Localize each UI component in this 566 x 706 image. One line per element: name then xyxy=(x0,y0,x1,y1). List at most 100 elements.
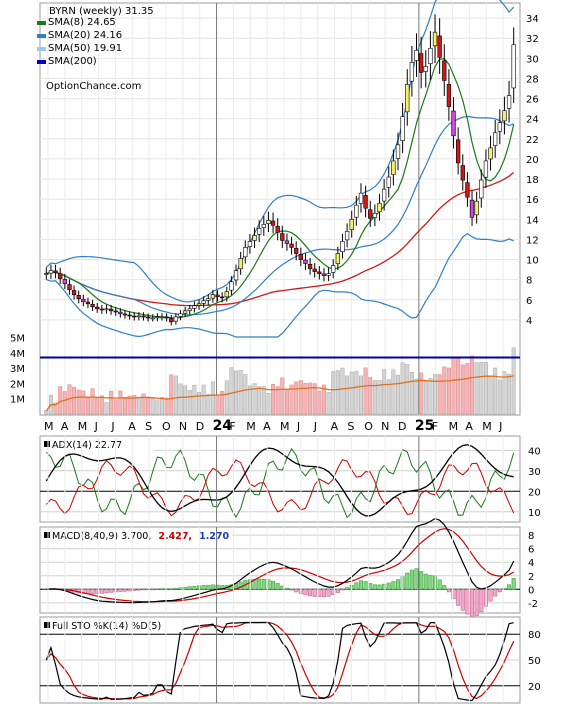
macd-histogram-bar xyxy=(423,573,428,590)
indicator-tick-label: 30 xyxy=(528,467,541,478)
candle-body xyxy=(368,209,373,219)
volume-bar xyxy=(372,380,377,415)
candle-body xyxy=(284,240,290,244)
candle-body xyxy=(400,116,405,141)
volume-bar xyxy=(345,375,350,415)
indicator-tick-label: 40 xyxy=(528,446,541,457)
candle-body xyxy=(215,294,220,298)
sma8-line xyxy=(46,58,515,319)
candle-body xyxy=(145,316,151,319)
indicator-tick-label: 8 xyxy=(528,531,534,542)
candle-body xyxy=(90,303,95,308)
x-tick-label: M xyxy=(78,420,88,433)
volume-bar xyxy=(321,384,326,415)
adx-label: ADX(14) 22.77 xyxy=(52,440,122,451)
volume-bar xyxy=(183,385,188,415)
x-axis-labels: M A M J J A S O N D 24F M A M J J A S O N D 25F M A M J xyxy=(44,418,502,434)
macd-histogram-bar xyxy=(428,575,433,590)
volume-bar xyxy=(275,386,280,415)
macd-histogram-bar xyxy=(340,589,345,591)
x-tick-label: J xyxy=(313,420,317,433)
price-tick-label: 14 xyxy=(526,215,539,226)
volume-bar xyxy=(252,383,257,415)
volume-bar xyxy=(257,386,262,415)
candle-body xyxy=(502,110,507,122)
candle-body xyxy=(358,192,364,204)
volume-tick-label: 3M xyxy=(10,364,25,375)
svg-text:SMA(50) 19.91: SMA(50) 19.91 xyxy=(48,43,122,54)
macd-histogram-bar xyxy=(358,580,363,590)
indicator-tick-label: 4 xyxy=(528,558,534,569)
volume-bar xyxy=(511,347,516,415)
volume-bar xyxy=(155,399,160,415)
legend-item: SMA(20) 24.16 xyxy=(37,30,122,41)
macd-histogram-bar xyxy=(169,588,174,590)
volume-bar xyxy=(479,362,484,415)
indicator-tick-label: 6 xyxy=(528,545,534,556)
macd-histogram-bar xyxy=(395,579,401,590)
volume-bar xyxy=(493,367,498,415)
indicator-tick-label: 20 xyxy=(528,487,541,498)
candle-body xyxy=(252,235,257,241)
candle-body xyxy=(460,165,465,181)
macd-histogram-bar xyxy=(326,589,331,597)
volume-bar xyxy=(62,391,67,415)
price-panel: 4 6 8 10 12 14 16 18 20 22 24 26 28 30 32 34 1M 2M 3M 4M 5M… xyxy=(10,0,539,416)
volume-bar xyxy=(460,364,465,415)
candle-body xyxy=(196,303,202,306)
candle-body xyxy=(423,66,428,72)
price-tick-label: 16 xyxy=(526,195,539,206)
x-tick-label: 25 xyxy=(415,418,434,434)
candle-body xyxy=(349,218,354,230)
volume-bar xyxy=(405,363,410,415)
price-tick-label: 32 xyxy=(526,34,539,45)
candle-body xyxy=(150,317,155,320)
price-tick-label: 4 xyxy=(526,316,532,327)
candle-body xyxy=(469,199,475,218)
legend-item: SMA(50) 19.91 xyxy=(37,43,122,54)
volume-bar xyxy=(433,374,438,415)
candle-body xyxy=(44,273,49,275)
volume-bar xyxy=(470,355,475,415)
svg-text:SMA(20) 24.16: SMA(20) 24.16 xyxy=(48,30,122,41)
indicator-tick-label: 80 xyxy=(528,630,541,641)
volume-bar xyxy=(192,384,197,415)
macd-histogram-bar xyxy=(159,588,165,590)
price-tick-label: 28 xyxy=(526,74,539,85)
volume-bar xyxy=(122,397,127,415)
macd-histogram-bar xyxy=(321,589,326,598)
candle-body xyxy=(155,316,160,319)
macd-histogram-bar xyxy=(368,583,373,590)
candle-body xyxy=(233,270,239,281)
volume-bar xyxy=(76,389,81,415)
macd-histogram-bar xyxy=(363,581,368,590)
candle-body xyxy=(53,270,58,273)
volume-bar xyxy=(419,372,424,415)
candle-body xyxy=(483,160,489,178)
bollinger-bands xyxy=(45,0,515,338)
volume-bar xyxy=(312,383,317,415)
candle-body xyxy=(294,248,299,254)
volume-axis-labels: 1M 2M 3M 4M 5M xyxy=(10,334,25,406)
candle-body xyxy=(493,132,498,146)
x-tick-label: M xyxy=(44,420,54,433)
stochastic-label: Full STO %K(14) %D(5) xyxy=(52,621,161,632)
candle-body xyxy=(418,53,424,73)
macd-histogram-bar xyxy=(210,584,215,590)
x-tick-label: D xyxy=(398,420,406,433)
volume-bar xyxy=(187,390,192,415)
candle-body xyxy=(192,305,197,309)
macd-histogram-bar xyxy=(257,578,262,590)
candle-body xyxy=(76,295,81,300)
macd-histogram-bar xyxy=(118,589,123,592)
x-tick-label: O xyxy=(364,420,373,433)
macd-histogram-bar xyxy=(164,588,169,590)
macd-histogram-bar xyxy=(465,589,470,615)
macd-histogram-bar xyxy=(409,569,414,590)
candle-body xyxy=(187,308,192,311)
candle-body xyxy=(340,241,345,252)
volume-bar xyxy=(294,381,299,415)
candle-body xyxy=(67,284,72,291)
macd-histogram-bar xyxy=(178,587,183,590)
x-tick-label: M xyxy=(246,420,256,433)
